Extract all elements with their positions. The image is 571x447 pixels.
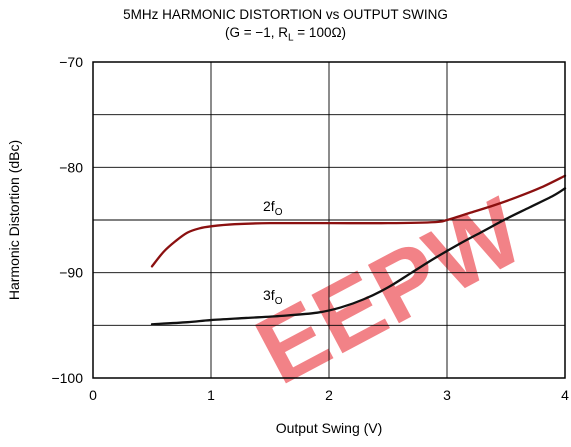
x-tick-label: 1 — [207, 387, 215, 403]
y-axis-label: Harmonic Distortion (dBc) — [6, 140, 22, 300]
y-tick-labels: −70 −80 −90 −100 — [51, 54, 83, 386]
x-axis-label: Output Swing (V) — [276, 420, 383, 436]
series-label-3fo: 3fO — [263, 287, 283, 307]
x-tick-label: 2 — [325, 387, 333, 403]
series-line-2fo — [150, 174, 567, 268]
series-label-2fo: 2fO — [263, 198, 283, 218]
y-tick-label: −80 — [59, 159, 83, 175]
y-tick-label: −90 — [59, 265, 83, 281]
subtitle-suffix: = 100Ω) — [293, 25, 347, 40]
x-tick-label: 3 — [443, 387, 451, 403]
watermark: EEPW — [240, 178, 540, 405]
series-layer — [150, 174, 567, 326]
subtitle-prefix: (G = −1, R — [224, 25, 288, 40]
grid — [93, 62, 565, 378]
chart-subtitle: (G = −1, RL = 100Ω) — [0, 24, 571, 48]
plot-frame — [92, 61, 566, 379]
watermark-logo: EEPW — [240, 178, 540, 405]
series-line-3fo — [150, 187, 567, 326]
x-tick-label: 4 — [561, 387, 569, 403]
x-tick-labels: 0 1 2 3 4 — [89, 387, 569, 403]
series-labels: 2fO 3fO — [263, 198, 283, 307]
subtitle-subscript: L — [287, 32, 294, 44]
chart-title-block: 5MHz HARMONIC DISTORTION vs OUTPUT SWING… — [0, 6, 571, 48]
y-tick-label: −70 — [59, 54, 83, 70]
chart-title: 5MHz HARMONIC DISTORTION vs OUTPUT SWING — [123, 7, 448, 22]
y-tick-label: −100 — [51, 370, 83, 386]
x-tick-label: 0 — [89, 387, 97, 403]
